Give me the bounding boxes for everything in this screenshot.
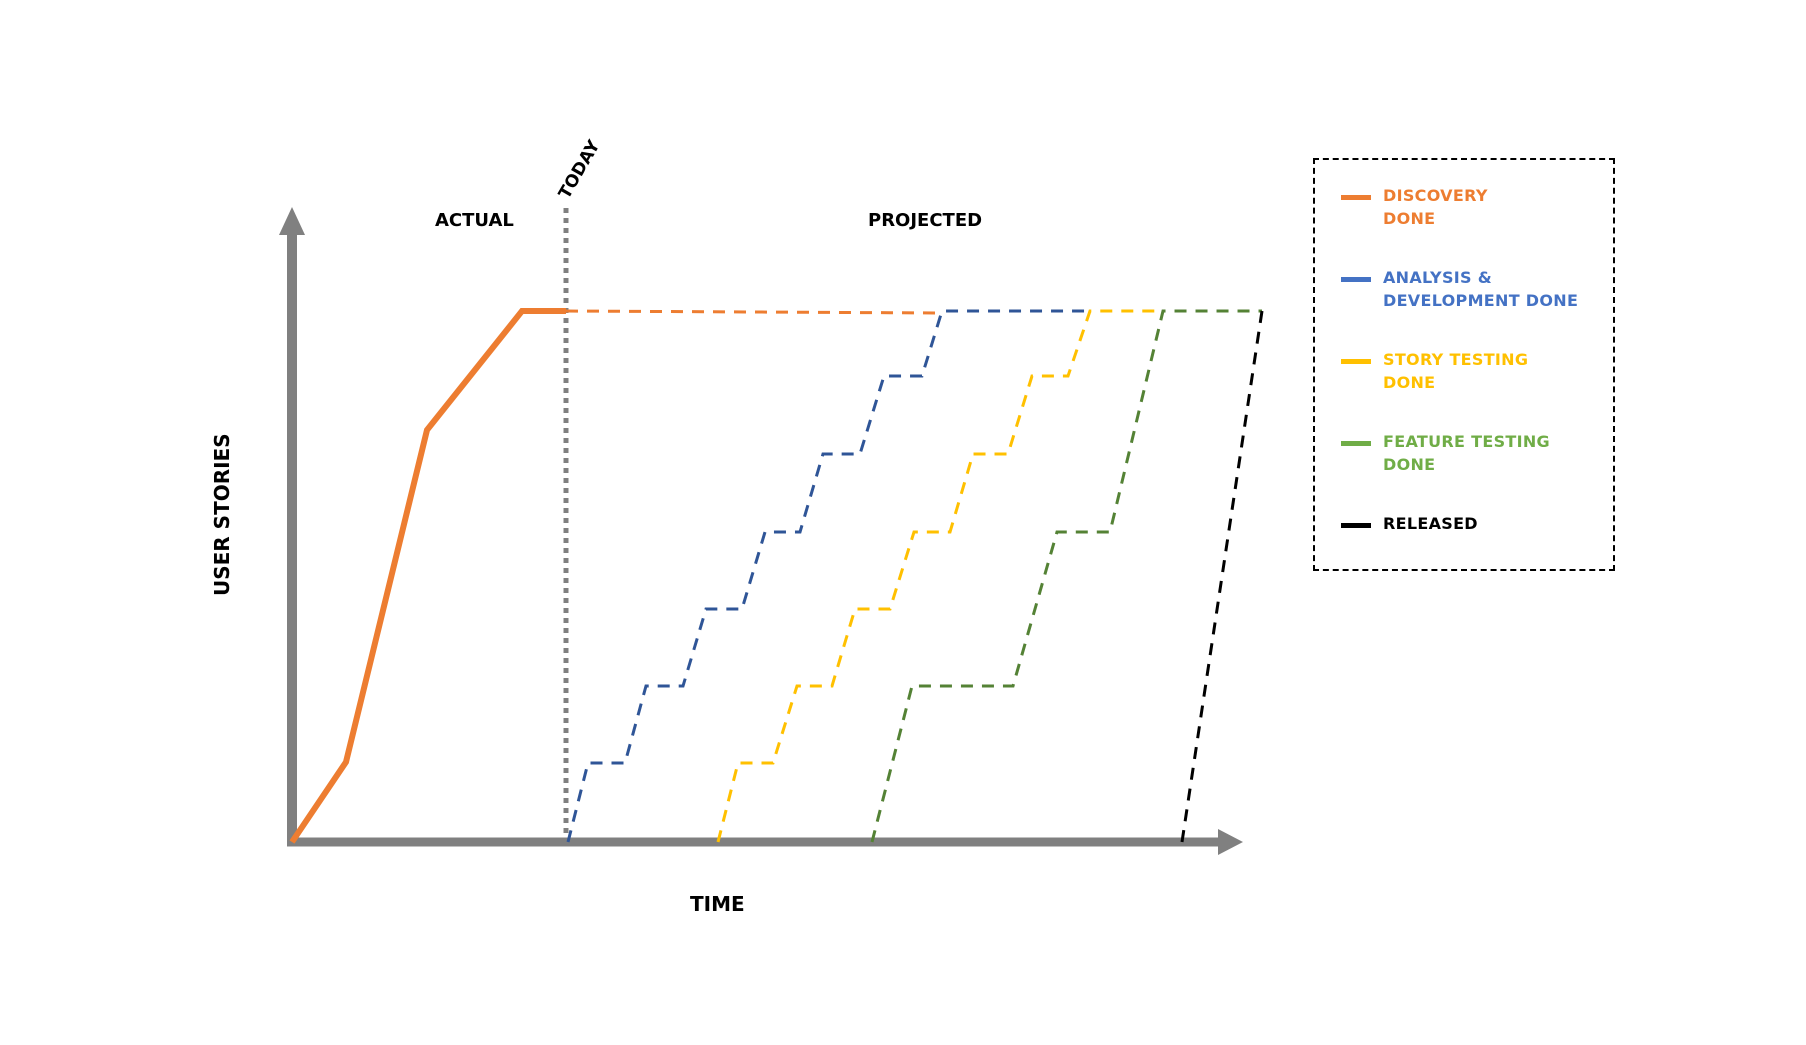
legend-label: ANALYSIS & (1383, 268, 1492, 287)
legend-item-feature-testing: FEATURE TESTING DONE (1341, 430, 1550, 476)
legend-swatch (1341, 523, 1371, 528)
legend-item-discovery: DISCOVERY DONE (1341, 184, 1488, 230)
legend-label: STORY TESTING (1383, 350, 1529, 369)
legend-label: RELEASED (1383, 514, 1478, 533)
y-axis-label: USER STORIES (210, 433, 234, 596)
series-layer (289, 308, 1264, 844)
legend-swatch (1341, 277, 1371, 282)
legend-label: DONE (1383, 373, 1436, 392)
legend-swatch (1341, 359, 1371, 364)
legend-item-story-testing: STORY TESTING DONE (1341, 348, 1528, 394)
series-line-feature-testing-done (870, 309, 1262, 843)
actual-label: ACTUAL (435, 210, 514, 231)
x-axis-arrow-icon (1218, 829, 1243, 855)
today-label: TODAY (555, 136, 605, 202)
legend-label: FEATURE TESTING (1383, 432, 1550, 451)
projected-label: PROJECTED (868, 210, 982, 231)
series-line-released (1180, 310, 1264, 843)
series-line-analysis-development-done (566, 309, 1090, 843)
series-line-story-testing-done (716, 309, 1163, 843)
legend-label: DISCOVERY (1383, 186, 1488, 205)
x-axis-label: TIME (690, 892, 745, 916)
series-line-discovery-done-projected (565, 309, 943, 315)
legend-item-released: RELEASED (1341, 512, 1478, 535)
legend-label: DONE (1383, 209, 1436, 228)
legend-label: DONE (1383, 455, 1436, 474)
series-line-discovery-done (289, 308, 566, 844)
legend-label: DEVELOPMENT DONE (1383, 291, 1579, 310)
legend-swatch (1341, 195, 1371, 200)
y-axis-arrow-icon (279, 207, 305, 235)
legend: DISCOVERY DONE ANALYSIS & DEVELOPMENT DO… (1313, 158, 1615, 571)
legend-swatch (1341, 441, 1371, 446)
legend-item-analysis-development: ANALYSIS & DEVELOPMENT DONE (1341, 266, 1578, 312)
